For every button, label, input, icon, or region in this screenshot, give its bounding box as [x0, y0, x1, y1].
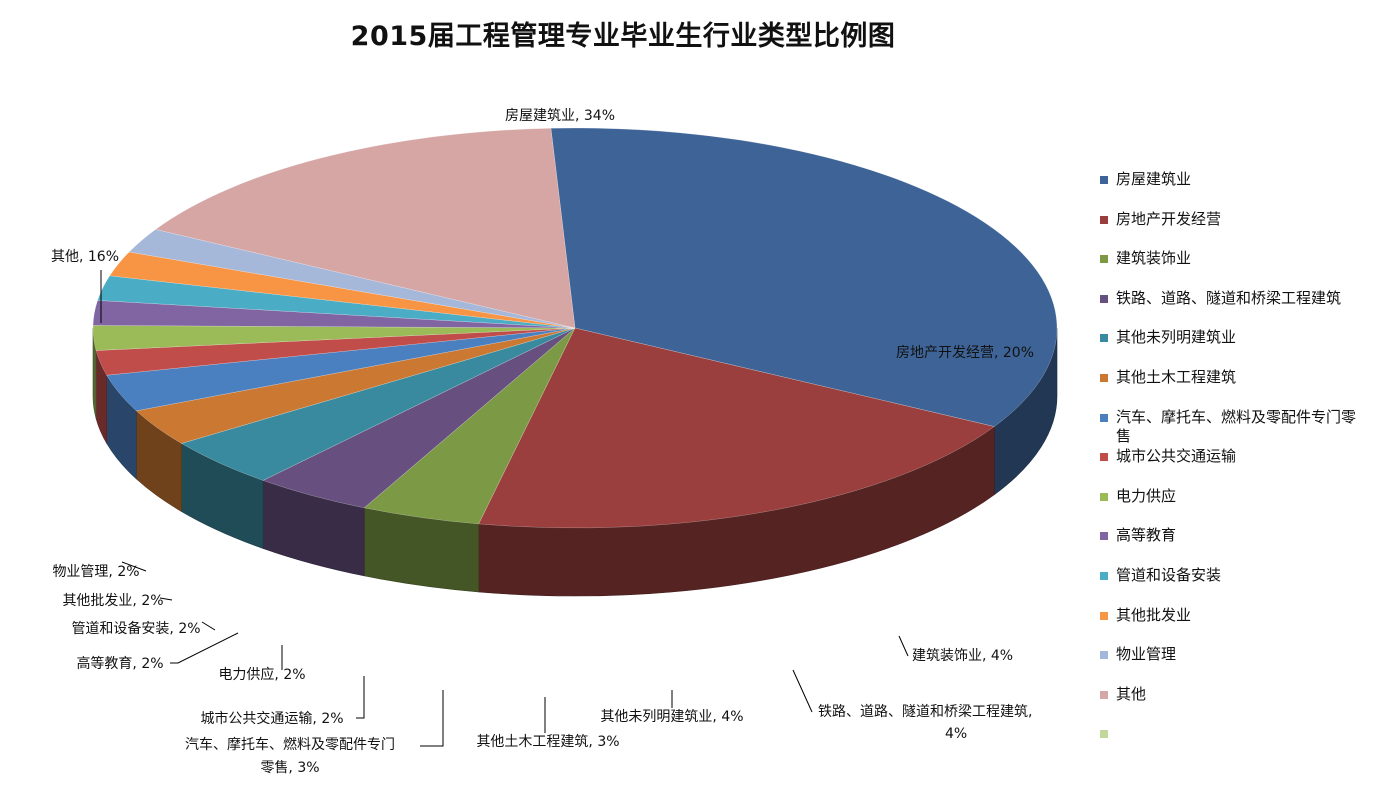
- legend-swatch: [1100, 492, 1108, 501]
- legend-item: 汽车、摩托车、燃料及零配件专门零售: [1100, 408, 1365, 446]
- legend-label: 其他批发业: [1116, 605, 1192, 624]
- pie-slice-8: [92, 325, 576, 351]
- legend-label: 铁路、道路、隧道和桥梁工程建筑: [1116, 288, 1342, 307]
- legend-label: 汽车、摩托车、燃料及零配件专门零售: [1116, 407, 1357, 445]
- pie-slice-11: [109, 251, 576, 329]
- pie-slice-2: [363, 327, 576, 525]
- legend-label: 房屋建筑业: [1116, 170, 1192, 188]
- leader-line-11: [159, 597, 173, 601]
- data-label-10: 管道和设备安装, 2%: [71, 620, 200, 637]
- leader-line-3: [792, 669, 813, 713]
- legend-label: 管道和设备安装: [1116, 566, 1222, 584]
- data-label-11: 其他批发业, 2%: [62, 593, 163, 609]
- leader-line-12: [121, 561, 147, 572]
- pie-slice-13: [155, 127, 576, 329]
- legend-label: 其他土木工程建筑: [1116, 368, 1237, 386]
- legend-label: 建筑装饰业: [1116, 249, 1192, 268]
- legend-label: 高等教育: [1116, 526, 1177, 545]
- legend-swatch: [1100, 255, 1108, 264]
- pie-slice-9: [92, 300, 576, 329]
- legend-item: 管道和设备安装: [1100, 566, 1365, 585]
- pie-slice-6: [106, 327, 576, 412]
- legend-item: 房地产开发经营: [1100, 210, 1365, 229]
- legend-swatch: [1100, 611, 1108, 620]
- data-label-4: 其他未列明建筑业, 4%: [600, 709, 743, 725]
- legend-swatch: [1100, 176, 1108, 184]
- pie-slice-4: [180, 327, 576, 481]
- legend-label: 其他: [1116, 684, 1147, 703]
- data-label-6-cont: 零售, 3%: [260, 760, 319, 776]
- data-label-1: 房地产开发经营, 20%: [896, 345, 1034, 361]
- legend-swatch: [1100, 215, 1108, 224]
- pie-slice-0: [550, 127, 1058, 427]
- data-label-12: 物业管理, 2%: [52, 564, 139, 580]
- pie-slice-12: [128, 229, 576, 329]
- pie-slice-1: [478, 327, 995, 529]
- pie-slice-7: [95, 327, 576, 376]
- legend-swatch: [1100, 730, 1108, 739]
- data-label-5: 其他土木工程建筑, 3%: [476, 734, 619, 750]
- legend-item: 其他未列明建筑业: [1100, 328, 1365, 347]
- pie-slice-10: [97, 275, 576, 329]
- data-label-8: 电力供应, 2%: [218, 666, 305, 683]
- legend-item: 建筑装饰业: [1100, 249, 1365, 268]
- legend-swatch: [1100, 413, 1108, 422]
- pie-slice-5: [135, 327, 576, 444]
- legend-swatch: [1100, 651, 1108, 660]
- legend-swatch: [1100, 572, 1108, 580]
- leader-line-10: [201, 621, 216, 631]
- legend-swatch: [1100, 453, 1108, 462]
- legend-swatch: [1100, 532, 1108, 541]
- legend-swatch: [1100, 690, 1108, 699]
- legend-item: 高等教育: [1100, 526, 1365, 545]
- legend-swatch: [1100, 334, 1108, 343]
- legend-label: 电力供应: [1116, 486, 1177, 505]
- legend-item: 房屋建筑业: [1100, 170, 1365, 189]
- legend-swatch: [1100, 294, 1108, 303]
- data-label-3-cont: 4%: [945, 726, 967, 742]
- legend-label: 其他未列明建筑业: [1116, 328, 1237, 347]
- leader-line-2: [898, 635, 909, 657]
- leader-line-6: [420, 690, 444, 747]
- legend-swatch: [1100, 374, 1108, 382]
- legend-label: 房地产开发经营: [1116, 209, 1222, 228]
- legend-item: 城市公共交通运输: [1100, 447, 1365, 466]
- legend-item: 物业管理: [1100, 645, 1365, 664]
- legend-item: 其他: [1100, 685, 1365, 704]
- data-label-3: 铁路、道路、隧道和桥梁工程建筑,: [818, 704, 1032, 720]
- pie-slice-3: [262, 327, 576, 509]
- legend-item: 电力供应: [1100, 487, 1365, 506]
- legend-label: 物业管理: [1116, 645, 1177, 664]
- legend-label: 城市公共交通运输: [1116, 447, 1237, 466]
- data-label-6: 汽车、摩托车、燃料及零配件专门: [185, 736, 395, 753]
- data-label-0: 房屋建筑业, 34%: [505, 108, 615, 124]
- data-label-9: 高等教育, 2%: [76, 655, 163, 672]
- data-label-13: 其他, 16%: [51, 249, 119, 265]
- legend-item: 其他土木工程建筑: [1100, 368, 1365, 387]
- chart-title: 2015届工程管理专业毕业生行业类型比例图: [350, 21, 896, 52]
- data-label-7: 城市公共交通运输, 2%: [200, 710, 343, 727]
- leader-line-9: [170, 632, 239, 664]
- data-label-2: 建筑装饰业, 4%: [912, 648, 1013, 664]
- legend-item: 其他批发业: [1100, 606, 1365, 625]
- legend-item: 铁路、道路、隧道和桥梁工程建筑: [1100, 289, 1365, 308]
- leader-line-7: [356, 676, 365, 719]
